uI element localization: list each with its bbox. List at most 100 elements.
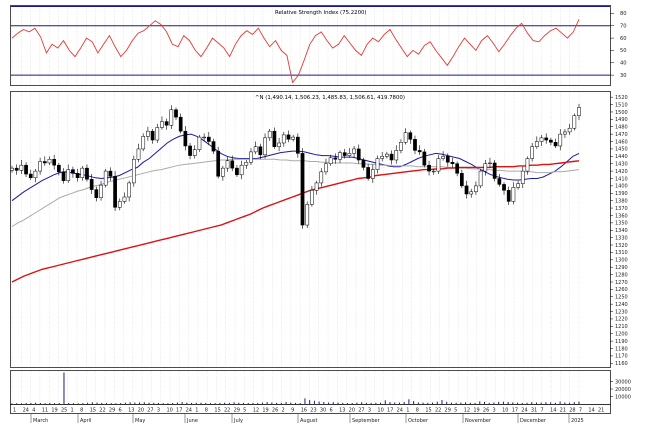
candle-body — [300, 153, 305, 226]
candle-body — [127, 182, 131, 198]
candle-body — [394, 150, 399, 161]
candle-body — [328, 157, 333, 164]
price-tick-label: 1490 — [615, 117, 628, 123]
day-tick-label: 24 — [397, 408, 403, 414]
day-tick-label: 28 — [569, 408, 575, 414]
candle-body — [197, 136, 202, 150]
candle-body — [71, 169, 75, 174]
candle-body — [47, 159, 52, 164]
candle-body — [57, 164, 61, 173]
price-tick-label: 1470 — [615, 132, 628, 138]
price-tick-label: 1450 — [615, 147, 628, 153]
candle-body — [380, 156, 385, 159]
candle-body — [169, 109, 174, 126]
candle-body — [314, 182, 319, 191]
rsi-tick-label: 30 — [620, 73, 627, 79]
candle-body — [235, 167, 239, 176]
day-tick-label: 15 — [90, 408, 96, 414]
price-tick-label: 1360 — [615, 213, 628, 219]
day-tick-label: 22 — [435, 408, 441, 414]
candle-body — [427, 164, 431, 172]
candle-body — [544, 137, 549, 141]
price-tick-label: 1510 — [615, 102, 628, 108]
day-tick-label: 7 — [579, 408, 582, 414]
day-tick-label: 26 — [483, 408, 489, 414]
candle-body — [131, 159, 136, 184]
day-tick-label: 22 — [224, 408, 230, 414]
candle-body — [19, 164, 24, 171]
candle-body — [42, 161, 47, 164]
price-tick-label: 1330 — [615, 235, 628, 241]
month-label: June — [186, 418, 198, 424]
day-tick-label: 10 — [502, 408, 508, 414]
candle-body — [263, 137, 267, 156]
candle-body — [89, 178, 94, 190]
day-tick-label: 15 — [425, 408, 431, 414]
day-tick-label: 8 — [416, 408, 419, 414]
candle-body — [33, 170, 38, 179]
price-tick-label: 1220 — [615, 317, 628, 323]
candle-body — [216, 150, 221, 177]
candle-body — [464, 185, 469, 195]
candle-body — [567, 127, 572, 133]
day-tick-label: 13 — [128, 408, 134, 414]
price-tick-label: 1160 — [615, 361, 628, 367]
price-tick-label: 1300 — [615, 258, 628, 264]
candle-body — [291, 136, 296, 140]
day-tick-label: 22 — [99, 408, 105, 414]
candle-body — [563, 131, 567, 135]
day-tick-label: 27 — [147, 408, 153, 414]
candle-body — [553, 142, 558, 147]
axis-labels: 1 24 4 11 19 25 1 8 15 22 29 6 13 20 27 3 10 17 24 1 8 15 22 29… — [13, 408, 604, 425]
month-label: November — [465, 418, 492, 424]
day-tick-label: 10 — [377, 408, 383, 414]
candle-body — [431, 170, 436, 173]
candle-body — [506, 190, 511, 202]
candle-body — [455, 163, 460, 174]
candle-body — [539, 137, 544, 142]
price-tick-label: 1170 — [615, 354, 628, 360]
price-tick-label: 1250 — [615, 295, 628, 301]
candle-body — [361, 159, 366, 168]
price-tick-label: 1500 — [615, 110, 628, 116]
price-tick-label: 1190 — [615, 339, 628, 345]
day-tick-label: 21 — [598, 408, 604, 414]
candle-body — [94, 189, 99, 198]
day-tick-label: 2 — [282, 408, 285, 414]
candle-body — [408, 132, 413, 140]
candle-body — [174, 109, 178, 118]
month-label: May — [135, 418, 145, 424]
candle-body — [211, 141, 216, 152]
candle-body — [474, 185, 478, 193]
candle-body — [230, 160, 235, 169]
candle-body — [549, 139, 553, 143]
candle-body — [150, 130, 155, 141]
candle-body — [253, 146, 258, 153]
price-tick-label: 1440 — [615, 154, 628, 160]
candle-body — [422, 151, 427, 166]
rsi-line — [11, 19, 580, 84]
price-tick-label: 1230 — [615, 309, 628, 315]
candle-body — [122, 196, 127, 202]
candle-body — [244, 161, 249, 166]
price-title: ^N (1,490.14, 1,506.23, 1,485.83, 1,506.… — [255, 95, 405, 101]
candle-body — [497, 178, 502, 185]
candle-body — [272, 130, 277, 147]
price-tick-label: 1240 — [615, 302, 628, 308]
day-tick-label: 11 — [42, 408, 48, 414]
candle-body — [305, 204, 310, 226]
day-tick-label: 19 — [262, 408, 268, 414]
candle-body — [66, 169, 71, 181]
rsi-panel-frame — [10, 5, 611, 86]
candle-body — [483, 163, 488, 172]
day-tick-label: 4 — [32, 408, 35, 414]
candle-body — [281, 134, 286, 144]
candle-body — [525, 158, 530, 172]
rsi-tick-label: 70 — [620, 24, 627, 30]
day-tick-label: 5 — [454, 408, 457, 414]
price-tick-label: 1210 — [615, 324, 628, 330]
price-tick-label: 1310 — [615, 250, 628, 256]
day-tick-label: 14 — [588, 408, 594, 414]
